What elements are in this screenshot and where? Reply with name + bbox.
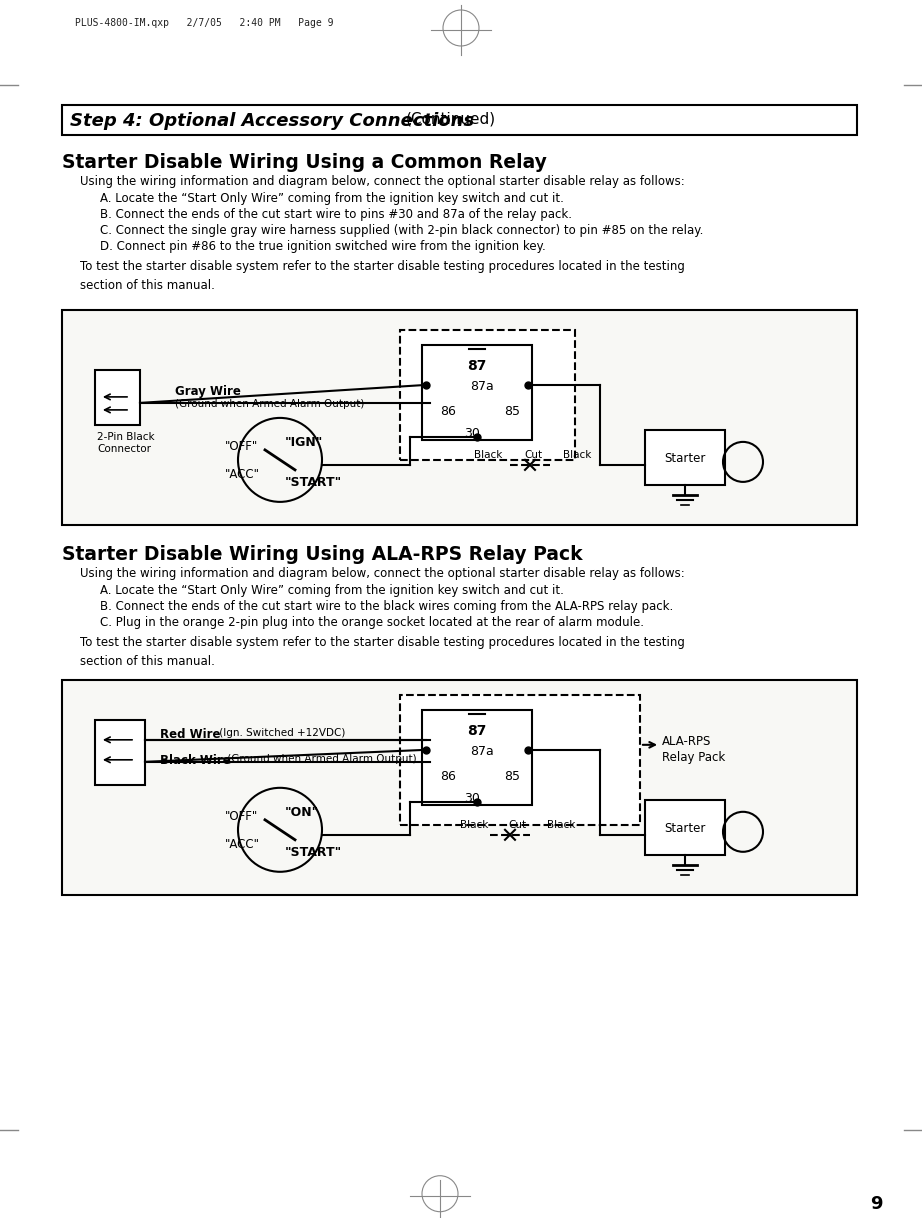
Bar: [95, 720, 145, 784]
Text: PLUS-4800-IM.qxp   2/7/05   2:40 PM   Page 9: PLUS-4800-IM.qxp 2/7/05 2:40 PM Page 9: [75, 18, 334, 28]
Bar: [62, 105, 857, 135]
Text: "ON": "ON": [285, 806, 319, 818]
Text: Black: Black: [547, 820, 575, 829]
Bar: [645, 800, 725, 855]
Text: Starter: Starter: [665, 452, 705, 465]
Text: Step 4: Optional Accessory Connections: Step 4: Optional Accessory Connections: [70, 112, 474, 130]
Text: 30: 30: [464, 426, 480, 440]
Bar: [400, 694, 640, 825]
Bar: [645, 430, 725, 485]
Text: 87: 87: [467, 359, 487, 373]
Text: Black Wire: Black Wire: [160, 754, 230, 767]
Text: (Continued): (Continued): [406, 112, 496, 127]
Bar: [422, 345, 532, 440]
Text: 86: 86: [440, 770, 455, 783]
Text: 9: 9: [870, 1195, 882, 1213]
Text: "OFF": "OFF": [225, 440, 258, 453]
Text: ALA-RPS: ALA-RPS: [662, 734, 712, 748]
Text: 85: 85: [504, 770, 520, 783]
Text: Red Wire: Red Wire: [160, 728, 220, 741]
Text: "ACC": "ACC": [225, 468, 260, 481]
Text: (Ign. Switched +12VDC): (Ign. Switched +12VDC): [216, 728, 346, 738]
Bar: [95, 370, 140, 425]
Text: Black: Black: [562, 449, 591, 460]
Text: To test the starter disable system refer to the starter disable testing procedur: To test the starter disable system refer…: [80, 259, 685, 292]
Text: 30: 30: [464, 792, 480, 805]
Text: Connector: Connector: [97, 443, 151, 454]
Bar: [422, 710, 532, 805]
Text: Starter Disable Wiring Using a Common Relay: Starter Disable Wiring Using a Common Re…: [62, 153, 547, 172]
Text: 87: 87: [467, 723, 487, 738]
Text: "IGN": "IGN": [285, 436, 324, 449]
Text: "START": "START": [285, 476, 342, 488]
Text: Using the wiring information and diagram below, connect the optional starter dis: Using the wiring information and diagram…: [80, 175, 685, 188]
Text: 85: 85: [504, 404, 520, 418]
Text: 87a: 87a: [470, 380, 494, 393]
Text: Relay Pack: Relay Pack: [662, 750, 726, 764]
Text: Black: Black: [474, 449, 502, 460]
Text: C. Plug in the orange 2-pin plug into the orange socket located at the rear of a: C. Plug in the orange 2-pin plug into th…: [100, 616, 644, 628]
Text: Starter: Starter: [665, 822, 705, 834]
Text: Using the wiring information and diagram below, connect the optional starter dis: Using the wiring information and diagram…: [80, 566, 685, 580]
Text: (Ground when Armed Alarm Output): (Ground when Armed Alarm Output): [175, 400, 364, 409]
Text: Black: Black: [460, 820, 488, 829]
Text: To test the starter disable system refer to the starter disable testing procedur: To test the starter disable system refer…: [80, 636, 685, 667]
Bar: [400, 330, 575, 460]
Bar: [62, 680, 857, 895]
Text: B. Connect the ends of the cut start wire to pins #30 and 87a of the relay pack.: B. Connect the ends of the cut start wir…: [100, 208, 572, 220]
Text: "OFF": "OFF": [225, 810, 258, 823]
Text: 2-Pin Black: 2-Pin Black: [97, 432, 155, 442]
Text: (Ground when Armed Alarm Output): (Ground when Armed Alarm Output): [224, 754, 417, 764]
Text: "ACC": "ACC": [225, 838, 260, 851]
Text: C. Connect the single gray wire harness supplied (with 2-pin black connector) to: C. Connect the single gray wire harness …: [100, 224, 703, 238]
Text: Cut: Cut: [524, 449, 542, 460]
Text: Cut: Cut: [508, 820, 526, 829]
Text: "START": "START": [285, 845, 342, 859]
Text: D. Connect pin #86 to the true ignition switched wire from the ignition key.: D. Connect pin #86 to the true ignition …: [100, 240, 546, 253]
Text: A. Locate the “Start Only Wire” coming from the ignition key switch and cut it.: A. Locate the “Start Only Wire” coming f…: [100, 583, 564, 597]
Text: A. Locate the “Start Only Wire” coming from the ignition key switch and cut it.: A. Locate the “Start Only Wire” coming f…: [100, 192, 564, 205]
Text: 87a: 87a: [470, 745, 494, 758]
Text: B. Connect the ends of the cut start wire to the black wires coming from the ALA: B. Connect the ends of the cut start wir…: [100, 599, 673, 613]
Bar: [62, 309, 857, 525]
Text: Gray Wire: Gray Wire: [175, 385, 241, 398]
Text: Starter Disable Wiring Using ALA-RPS Relay Pack: Starter Disable Wiring Using ALA-RPS Rel…: [62, 544, 583, 564]
Text: 86: 86: [440, 404, 455, 418]
